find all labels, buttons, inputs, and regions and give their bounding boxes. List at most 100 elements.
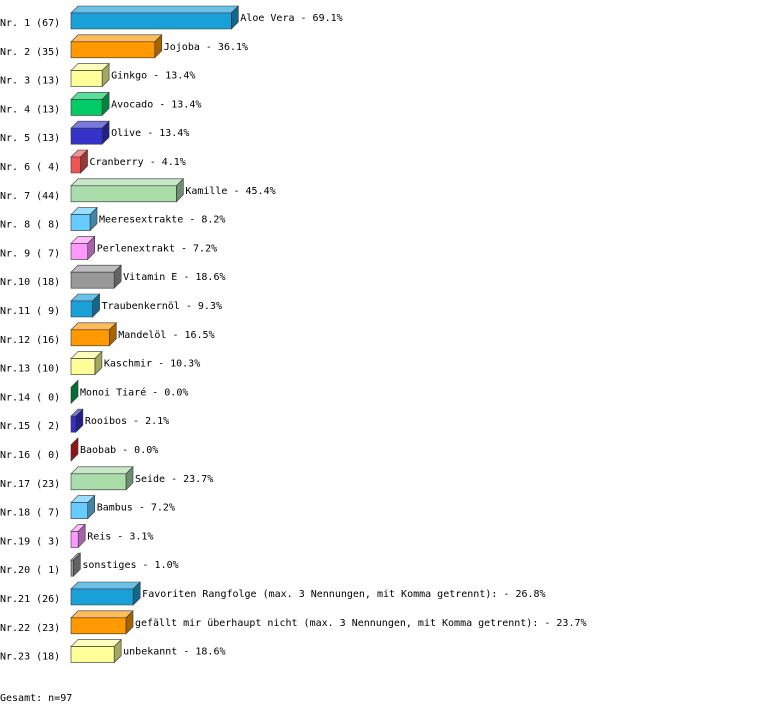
category-label: Nr. 4 (13) — [0, 104, 60, 115]
bar — [70, 5, 240, 30]
bar-front — [70, 531, 79, 548]
bar-front — [70, 646, 115, 663]
category-label: Nr. 7 (44) — [0, 191, 60, 202]
value-label: Baobab - 0.0% — [80, 445, 158, 456]
category-label: Nr. 3 (13) — [0, 76, 60, 87]
value-label: Favoriten Rangfolge (max. 3 Nennungen, m… — [142, 589, 545, 600]
bar-front — [70, 70, 103, 87]
category-label: Nr.22 (23) — [0, 623, 60, 634]
bar — [70, 178, 185, 203]
value-label: Meeresextrakte - 8.2% — [99, 215, 225, 226]
bar-top — [70, 178, 185, 187]
bar — [70, 264, 122, 289]
bar-front — [70, 415, 77, 433]
category-label: Nr.23 (18) — [0, 652, 60, 663]
category-label: Nr.15 ( 2) — [0, 421, 60, 432]
category-label: Nr.17 (23) — [0, 479, 60, 490]
category-label: Nr.13 (10) — [0, 364, 60, 375]
value-label: Bambus - 7.2% — [97, 503, 175, 514]
value-label: Reis - 3.1% — [87, 531, 153, 542]
bar-top — [70, 466, 134, 475]
category-label: Nr.10 (18) — [0, 277, 60, 288]
bar-front — [70, 127, 103, 145]
bar-top — [70, 264, 122, 273]
category-label: Nr.20 ( 1) — [0, 565, 60, 576]
bar-top — [70, 322, 118, 331]
category-label: Nr.12 (16) — [0, 335, 60, 346]
bar-top — [70, 34, 163, 43]
value-label: Rooibos - 2.1% — [85, 416, 169, 427]
bar-front — [70, 329, 110, 347]
value-label: Kamille - 45.4% — [185, 186, 275, 197]
bar — [70, 149, 89, 174]
category-label: Nr.21 (26) — [0, 594, 60, 605]
category-label: Nr. 9 ( 7) — [0, 248, 60, 259]
bar — [70, 91, 110, 117]
bar-top — [70, 639, 122, 647]
category-label: Nr.14 ( 0) — [0, 392, 60, 403]
bar-front — [70, 41, 156, 59]
value-label: gefällt mir überhaupt nicht (max. 3 Nenn… — [135, 618, 587, 629]
bar-front — [70, 473, 127, 491]
bar — [70, 62, 110, 88]
value-label: unbekannt - 18.6% — [123, 647, 225, 658]
bar-front — [70, 300, 93, 318]
bar — [70, 494, 96, 520]
bar-top — [70, 581, 141, 590]
value-label: Jojoba - 36.1% — [164, 42, 248, 53]
value-label: Traubenkernöl - 9.3% — [102, 301, 222, 312]
bar-top — [70, 5, 240, 14]
bar — [70, 552, 82, 577]
bar-front — [70, 12, 232, 30]
bar — [70, 437, 79, 462]
category-label: Nr.11 ( 9) — [0, 306, 60, 317]
value-label: Mandelöl - 16.5% — [118, 330, 214, 341]
bar-front — [70, 617, 127, 635]
value-label: Avocado - 13.4% — [111, 99, 201, 110]
bar — [70, 466, 134, 491]
value-label: Olive - 13.4% — [111, 128, 189, 139]
bar — [70, 293, 101, 318]
category-label: Nr. 8 ( 8) — [0, 220, 60, 231]
bar — [70, 379, 79, 405]
bar-front — [70, 214, 91, 231]
value-label: Vitamin E - 18.6% — [123, 272, 225, 283]
footer: Gesamt: n=97 — [0, 693, 72, 704]
bar — [70, 206, 98, 232]
value-label: Kaschmir - 10.3% — [104, 359, 200, 370]
value-label: Seide - 23.7% — [135, 474, 213, 485]
bar — [70, 638, 122, 664]
bar — [70, 581, 141, 606]
value-label: Aloe Vera - 69.1% — [240, 13, 342, 24]
bar-front — [70, 99, 103, 116]
bar — [70, 120, 110, 145]
bar-front — [70, 358, 96, 375]
bar-front — [70, 502, 89, 519]
bar — [70, 322, 118, 347]
value-label: sonstiges - 1.0% — [82, 560, 178, 571]
value-label: Monoi Tiaré - 0.0% — [80, 386, 188, 398]
category-label: Nr. 6 ( 4) — [0, 162, 60, 173]
bar-front — [70, 588, 134, 606]
bar-side — [70, 379, 79, 405]
bar-front — [70, 185, 177, 203]
bar — [70, 523, 86, 549]
category-label: Nr. 1 (67) — [0, 18, 60, 29]
bar — [70, 34, 163, 59]
value-label: Ginkgo - 13.4% — [111, 71, 195, 82]
bar-front — [70, 271, 115, 289]
bar-front — [70, 243, 89, 260]
bar — [70, 610, 134, 635]
category-label: Nr.18 ( 7) — [0, 508, 60, 519]
category-label: Nr.19 ( 3) — [0, 536, 60, 547]
category-label: Nr. 2 (35) — [0, 47, 60, 58]
value-label: Perlenextrakt - 7.2% — [97, 243, 217, 254]
bar-top — [70, 610, 134, 619]
category-label: Nr. 5 (13) — [0, 133, 60, 144]
bar — [70, 350, 103, 376]
category-label: Nr.16 ( 0) — [0, 450, 60, 461]
bar-front — [70, 156, 81, 174]
bar-side — [70, 437, 79, 462]
bar — [70, 408, 84, 433]
